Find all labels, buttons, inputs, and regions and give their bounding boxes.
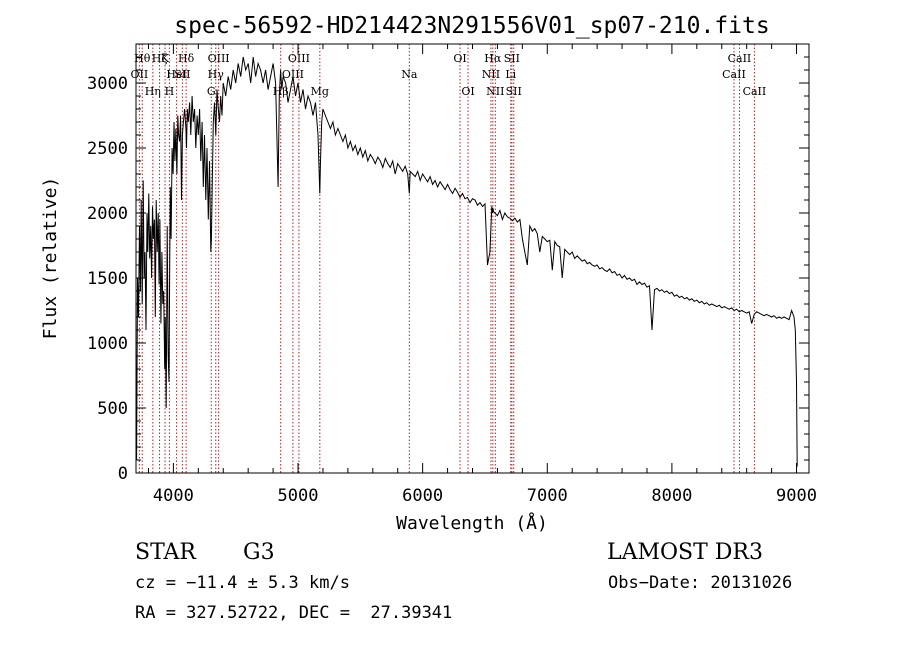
object-subclass: G3 xyxy=(243,540,275,565)
x-tick-label: 8000 xyxy=(651,486,692,506)
y-axis-label: Flux (relative) xyxy=(40,177,61,340)
plot-frame xyxy=(135,43,810,474)
x-axis-ticks: 4000 5000 6000 7000 8000 9000 xyxy=(147,44,817,506)
survey-name: LAMOST DR3 xyxy=(607,540,763,565)
line-label: G xyxy=(207,85,216,98)
y-tick-label: 1500 xyxy=(87,269,128,289)
line-label: Li xyxy=(505,68,516,81)
chart-title: spec-56592-HD214423N291556V01_sp07-210.f… xyxy=(174,13,769,39)
spectrum-series-line xyxy=(135,56,798,467)
x-tick-label: 5000 xyxy=(278,486,319,506)
line-label: HeI xyxy=(166,68,186,81)
y-tick-label: 2000 xyxy=(87,204,128,224)
x-tick-label: 4000 xyxy=(153,486,194,506)
line-label: Hγ xyxy=(208,68,225,81)
y-tick-label: 2500 xyxy=(87,139,128,159)
line-label: Hβ xyxy=(273,85,289,98)
x-tick-label: 6000 xyxy=(402,486,443,506)
line-label: OI xyxy=(453,52,466,65)
y-tick-label: 3000 xyxy=(87,74,128,94)
y-tick-label: 500 xyxy=(97,399,128,419)
object-class: STAR xyxy=(135,540,196,565)
line-label: Mg xyxy=(311,85,329,98)
y-axis-ticks: 0 500 1000 1500 2000 2500 3000 xyxy=(87,43,809,484)
line-label: SII xyxy=(174,68,190,81)
line-label: K xyxy=(161,52,170,65)
line-label: Hη xyxy=(145,85,161,98)
line-label: SII xyxy=(504,52,520,65)
line-label: OIII xyxy=(288,52,310,65)
line-label: OII xyxy=(131,68,149,81)
line-label: Na xyxy=(401,68,418,81)
line-label: Hζ xyxy=(152,52,168,65)
spectral-line-labels: OIIHθHηHζKHHeISIIHδGHγOIIIHβOIIIOIIIMgNa… xyxy=(131,52,767,98)
line-label: Hθ xyxy=(134,52,151,65)
spectral-line-markers xyxy=(138,44,755,473)
line-label: OIII xyxy=(208,52,230,65)
line-label: H xyxy=(165,85,175,98)
line-label: SII xyxy=(506,85,522,98)
line-label: Hα xyxy=(484,52,502,65)
line-label: CaII xyxy=(728,52,752,65)
line-label: OI xyxy=(461,85,474,98)
line-label: OIII xyxy=(282,68,304,81)
observation-date: Obs−Date: 20131026 xyxy=(608,573,793,593)
line-label: NII xyxy=(482,68,500,81)
line-label: CaII xyxy=(743,85,767,98)
line-label: CaII xyxy=(722,68,746,81)
y-tick-label: 1000 xyxy=(87,334,128,354)
line-label: Hδ xyxy=(178,52,195,65)
y-tick-label: 0 xyxy=(118,464,128,484)
redshift-cz: cz = −11.4 ± 5.3 km/s xyxy=(135,573,350,593)
x-tick-label: 9000 xyxy=(776,486,817,506)
sky-coordinates: RA = 327.52722, DEC = 27.39341 xyxy=(135,603,453,623)
x-axis-label: Wavelength (Å) xyxy=(396,512,548,534)
line-label: NII xyxy=(486,85,504,98)
x-tick-label: 7000 xyxy=(527,486,568,506)
